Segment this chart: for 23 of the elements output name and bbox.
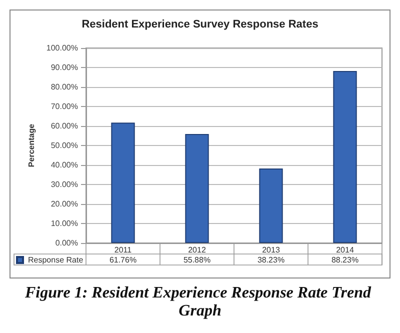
y-tick-label: 40.00% — [50, 160, 78, 170]
y-axis-title: Percentage — [27, 123, 36, 168]
y-tick-label: 10.00% — [50, 219, 78, 228]
x-tick-label: 2012 — [188, 246, 206, 254]
y-tick-label: 0.00% — [55, 238, 78, 248]
y-tick-label: 30.00% — [50, 180, 78, 189]
x-tick-label: 2013 — [262, 246, 280, 254]
x-tick-label: 2014 — [336, 246, 354, 254]
data-label: 88.23% — [331, 256, 359, 264]
y-tick-label: 50.00% — [50, 141, 78, 150]
data-label: 55.88% — [183, 256, 211, 264]
caption: Figure 1: Resident Experience Response Rate Trend Graph — [24, 284, 376, 320]
y-tick-label: 20.00% — [50, 200, 78, 208]
legend-label: Response Rate — [28, 256, 84, 264]
y-tick-label: 80.00% — [50, 82, 78, 92]
data-label: 61.76% — [109, 256, 137, 264]
y-tick-label: 100.00% — [46, 44, 78, 52]
y-tick-label: 70.00% — [50, 102, 78, 111]
y-tick-label: 90.00% — [50, 63, 78, 72]
chart-title: Resident Experience Survey Response Rates — [82, 18, 318, 30]
y-tick-label: 60.00% — [50, 122, 78, 130]
data-label: 38.23% — [257, 256, 285, 264]
x-tick-label: 2011 — [114, 246, 132, 254]
